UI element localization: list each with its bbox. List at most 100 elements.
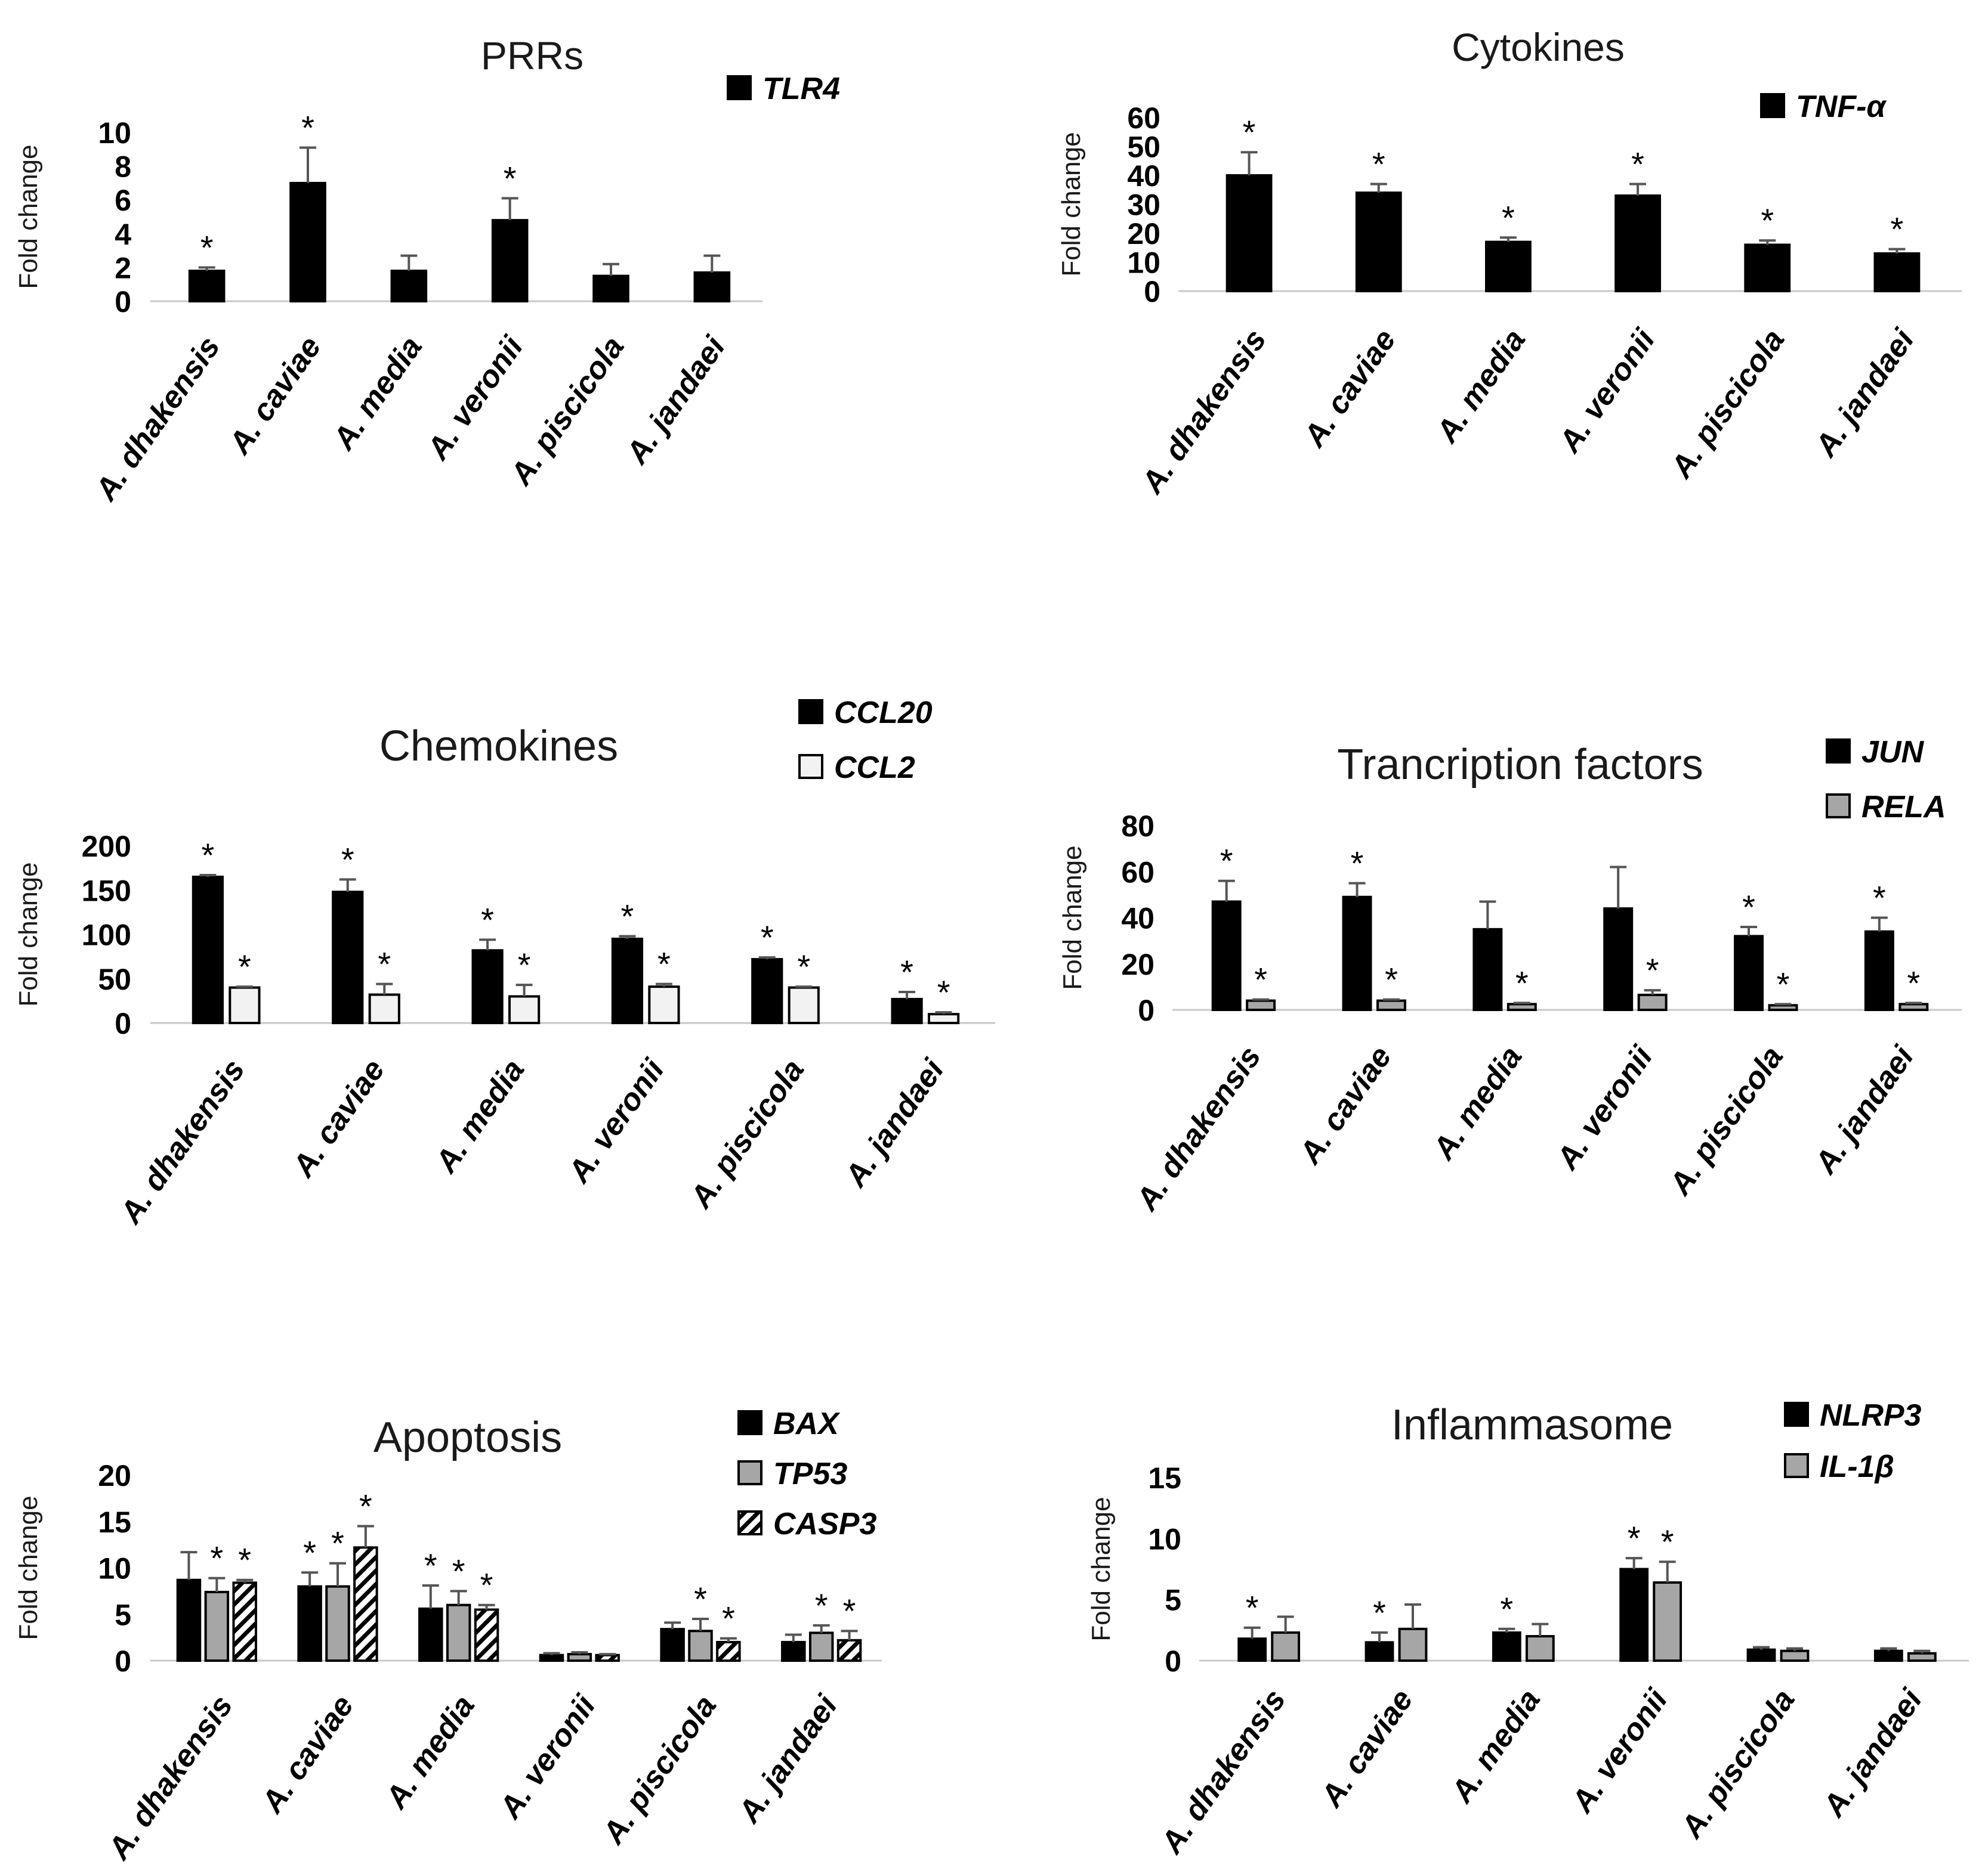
y-tick-label: 0 bbox=[115, 1007, 131, 1040]
y-tick-label: 5 bbox=[1165, 1584, 1181, 1617]
bar-tnf-a-dhakensis bbox=[1225, 174, 1273, 292]
y-tick-label: 8 bbox=[115, 150, 131, 184]
significance-asterisk: * bbox=[359, 1488, 372, 1525]
significance-asterisk: * bbox=[452, 1552, 465, 1590]
bar-ccl2-a-jandaei bbox=[927, 1013, 960, 1025]
bar-bax-a-veronii bbox=[539, 1654, 564, 1662]
bar-casp3-a-veronii bbox=[595, 1654, 620, 1662]
legend-swatch-ccl20 bbox=[798, 699, 823, 724]
bar-nlrp3-a-jandaei bbox=[1873, 1649, 1903, 1662]
x-tick-label: A. veronii bbox=[1564, 1682, 1675, 1819]
bar-tnf-a-veronii bbox=[1614, 194, 1662, 293]
legend-label-ccl20: CCL20 bbox=[834, 696, 933, 730]
bar-ccl20-a-media bbox=[471, 949, 504, 1024]
legend-label-tnf: TNF-α bbox=[1796, 89, 1887, 124]
legend-label-nlrp3: NLRP3 bbox=[1820, 1398, 1922, 1433]
significance-asterisk: * bbox=[1500, 1590, 1513, 1628]
bar-tp53-a-media bbox=[446, 1603, 471, 1662]
y-tick-label: 10 bbox=[98, 116, 131, 150]
x-tick-label: A. veronii bbox=[561, 1052, 671, 1189]
y-axis-label: Fold change bbox=[1086, 1497, 1116, 1641]
x-tick-label: A. piscicola bbox=[1663, 323, 1791, 486]
x-tick-label: A. media bbox=[1429, 323, 1532, 450]
significance-asterisk: * bbox=[621, 897, 634, 935]
y-tick-label: 50 bbox=[98, 963, 131, 996]
bar-rela-a-dhakensis bbox=[1246, 999, 1276, 1012]
bar-casp3-a-dhakensis bbox=[232, 1581, 257, 1662]
y-tick-label: 30 bbox=[1127, 188, 1160, 222]
bar-il-1-a-veronii bbox=[1653, 1581, 1683, 1662]
bar-ccl20-a-jandaei bbox=[891, 997, 923, 1025]
significance-asterisk: * bbox=[210, 1540, 223, 1577]
significance-asterisk: * bbox=[480, 1566, 493, 1604]
y-tick-label: 20 bbox=[1127, 217, 1160, 251]
significance-asterisk: * bbox=[1351, 845, 1364, 882]
x-tick-label: A. jandaei bbox=[1808, 322, 1921, 463]
bar-ccl20-a-piscicola bbox=[751, 958, 783, 1024]
y-axis-label: Fold change bbox=[1057, 132, 1086, 276]
bar-jun-a-piscicola bbox=[1734, 935, 1764, 1012]
significance-asterisk: * bbox=[1373, 1594, 1386, 1631]
x-tick-label: A. jandaei bbox=[838, 1052, 951, 1194]
significance-asterisk: * bbox=[331, 1525, 344, 1562]
legend-swatch-il-1 bbox=[1784, 1453, 1809, 1478]
significance-asterisk: * bbox=[200, 228, 214, 266]
y-tick-label: 20 bbox=[1121, 948, 1154, 981]
significance-asterisk: * bbox=[303, 1534, 316, 1571]
x-tick-label: A. caviae bbox=[1296, 323, 1403, 455]
y-tick-label: 50 bbox=[1127, 131, 1160, 164]
y-tick-label: 10 bbox=[1148, 1522, 1181, 1556]
legend-label-il-1: IL-1β bbox=[1820, 1450, 1894, 1484]
x-tick-label: A. dhakensis bbox=[101, 1689, 240, 1867]
y-tick-label: 4 bbox=[115, 218, 131, 251]
legend-label-tp53: TP53 bbox=[773, 1457, 847, 1491]
bar-tnf-a-piscicola bbox=[1744, 243, 1791, 292]
bar-ccl20-a-dhakensis bbox=[192, 875, 224, 1024]
significance-asterisk: * bbox=[518, 946, 531, 984]
x-tick-label: A. dhakensis bbox=[88, 330, 227, 508]
x-tick-label: A. caviae bbox=[1292, 1040, 1399, 1172]
x-tick-label: A. jandaei bbox=[1816, 1682, 1929, 1824]
y-tick-label: 200 bbox=[82, 830, 131, 863]
y-tick-label: 60 bbox=[1121, 855, 1154, 889]
bar-nlrp3-a-caviae bbox=[1365, 1641, 1394, 1662]
bar-tp53-a-piscicola bbox=[688, 1630, 713, 1662]
significance-asterisk: * bbox=[1646, 951, 1659, 989]
significance-asterisk: * bbox=[843, 1592, 856, 1630]
x-tick-label: A. jandaei bbox=[619, 329, 732, 471]
legend-label-tlr4: TLR4 bbox=[762, 72, 840, 106]
x-tick-label: A. piscicola bbox=[1674, 1683, 1801, 1846]
bar-il-1-a-jandaei bbox=[1907, 1652, 1937, 1662]
y-tick-label: 0 bbox=[115, 1645, 131, 1678]
significance-asterisk: * bbox=[1873, 879, 1886, 917]
x-tick-label: A. media bbox=[1444, 1683, 1547, 1810]
bar-bax-a-dhakensis bbox=[176, 1578, 202, 1662]
bar-jun-a-veronii bbox=[1603, 907, 1634, 1012]
x-tick-label: A. dhakensis bbox=[1134, 323, 1273, 501]
significance-asterisk: * bbox=[1372, 146, 1385, 183]
significance-asterisk: * bbox=[797, 948, 810, 985]
significance-asterisk: * bbox=[1777, 965, 1790, 1003]
x-tick-label: A. caviae bbox=[254, 1689, 360, 1821]
x-tick-label: A. media bbox=[326, 330, 429, 457]
bar-tp53-a-caviae bbox=[325, 1585, 350, 1662]
y-tick-label: 15 bbox=[1148, 1461, 1181, 1495]
x-tick-label: A. piscicola bbox=[595, 1689, 723, 1852]
legend-swatch-jun bbox=[1826, 738, 1851, 764]
bar-rela-a-piscicola bbox=[1768, 1004, 1798, 1012]
chart-inflammasome: Inflammasome Fold change 0 5 10 15 * A. dhakens… bbox=[1086, 1398, 1969, 1860]
y-tick-label: 60 bbox=[1127, 101, 1160, 135]
significance-asterisk: * bbox=[657, 945, 671, 983]
bar-rela-a-media bbox=[1506, 1003, 1537, 1011]
significance-asterisk: * bbox=[481, 901, 494, 938]
y-tick-label: 20 bbox=[98, 1459, 131, 1492]
y-tick-label: 5 bbox=[115, 1598, 131, 1631]
bar-il-1-a-media bbox=[1525, 1635, 1555, 1662]
bar-casp3-a-piscicola bbox=[716, 1640, 741, 1662]
x-tick-label: A. media bbox=[378, 1689, 481, 1816]
x-tick-label: A. dhakensis bbox=[1129, 1040, 1268, 1218]
bar-tp53-a-dhakensis bbox=[204, 1590, 230, 1662]
